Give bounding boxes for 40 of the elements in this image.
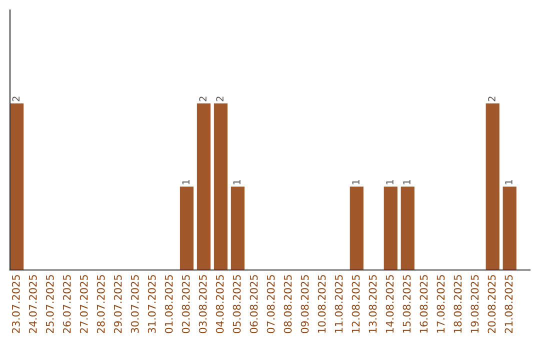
data-label: 2 [216,96,224,102]
x-tick-label: 06.08.2025 [250,275,258,334]
x-tick-label: 11.08.2025 [334,275,343,333]
x-tick-label: 27.07.2025 [80,275,88,334]
x-tick-label: 13.08.2025 [368,275,377,333]
x-tick-label: 07.08.2025 [266,275,275,334]
data-label: 1 [386,180,394,184]
data-label: 2 [199,96,206,102]
x-tick-label: 01.08.2025 [164,275,173,334]
x-tick-label: 20.08.2025 [488,275,496,334]
data-label: 1 [182,180,190,184]
x-tick-label: 10.08.2025 [318,275,326,333]
x-tick-label: 31.07.2025 [148,275,156,334]
x-tick-label: 23.07.2025 [12,275,20,334]
x-tick-label: 29.07.2025 [114,275,122,334]
x-tick-label: 14.08.2025 [386,275,394,333]
data-label: 1 [505,180,512,184]
x-tick-label: 19.08.2025 [470,275,479,333]
data-label: 2 [488,96,496,102]
data-label: 2 [12,96,20,102]
x-tick-label: 17.08.2025 [436,275,445,333]
x-tick-label: 18.08.2025 [454,275,462,333]
x-tick-label: 30.07.2025 [130,275,139,334]
data-label: 1 [352,180,360,184]
x-tick-label: 04.08.2025 [216,275,224,334]
x-tick-label: 28.07.2025 [96,275,105,334]
x-tick-label: 21.08.2025 [504,275,513,334]
x-tick-label: 08.08.2025 [284,275,292,334]
x-tick-label: 25.07.2025 [46,275,54,334]
x-tick-label: 24.07.2025 [28,275,37,334]
x-tick-label: 05.08.2025 [232,275,241,334]
x-tick-label: 03.08.2025 [198,275,207,334]
x-tick-label: 26.07.2025 [62,275,71,334]
data-label: 1 [403,180,410,184]
x-tick-label: 02.08.2025 [182,275,190,334]
x-tick-label: 16.08.2025 [420,275,428,333]
data-label: 1 [233,180,240,184]
x-tick-label: 15.08.2025 [402,275,411,333]
x-tick-label: 09.08.2025 [300,275,309,334]
x-tick-label: 12.08.2025 [352,275,360,333]
